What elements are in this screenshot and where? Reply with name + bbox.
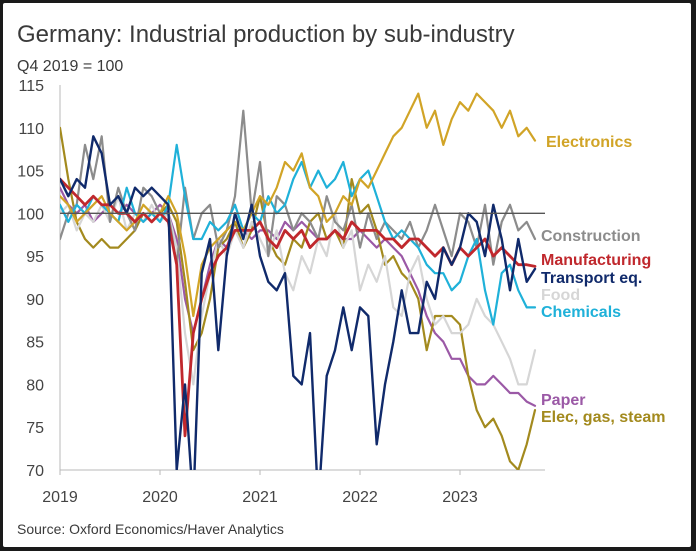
series-label-chemicals: Chemicals [541,304,621,321]
series-label-food: Food [541,287,580,304]
chart-frame: Germany: Industrial production by sub-in… [3,3,691,547]
x-tick-label-2021: 2021 [242,489,278,506]
series-line-transport-eq- [60,135,537,470]
y-tick-label-85: 85 [26,335,44,352]
y-tick-label-90: 90 [26,292,44,309]
x-tick-label-2019: 2019 [42,489,78,506]
y-tick-label-115: 115 [18,78,44,95]
series-line-elec-gas-steam [60,126,537,470]
y-tick-label-80: 80 [26,377,44,394]
y-tick-label-95: 95 [26,249,44,266]
series-label-transport-eq-: Transport eq. [541,270,642,287]
y-tick-label-105: 105 [17,164,44,181]
series-label-elec-gas-steam: Elec, gas, steam [541,409,666,426]
x-tick-label-2023: 2023 [442,489,478,506]
y-tick-label-75: 75 [26,420,44,437]
x-tick-label-2020: 2020 [142,489,178,506]
y-tick-label-70: 70 [26,463,44,480]
source-note: Source: Oxford Economics/Haver Analytics [17,521,284,537]
chart-subtitle: Q4 2019 = 100 [17,58,124,75]
series-label-paper: Paper [541,392,585,409]
chart-title: Germany: Industrial production by sub-in… [17,21,515,48]
y-tick-label-110: 110 [18,121,44,138]
x-tick-label-2022: 2022 [342,489,378,506]
series-label-manufacturing: Manufacturing [541,252,651,269]
series-group [60,92,537,470]
y-tick-label-100: 100 [17,206,44,223]
series-label-construction: Construction [541,228,641,245]
series-line-construction [60,109,537,266]
series-label-electronics: Electronics [546,134,632,151]
